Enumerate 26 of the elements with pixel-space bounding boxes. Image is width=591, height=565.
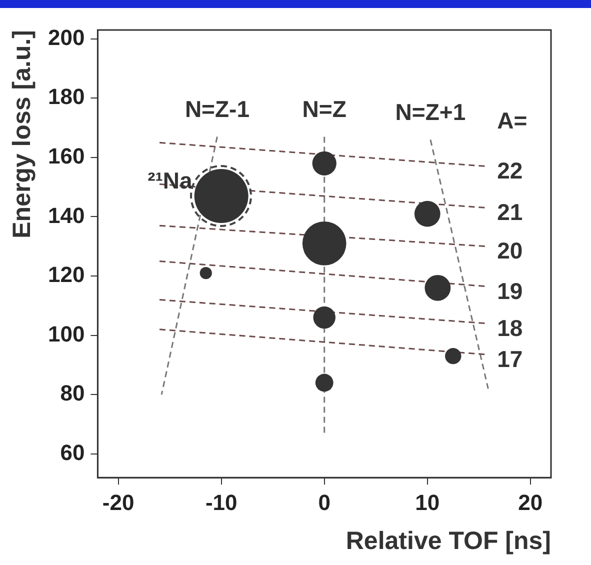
x-axis-title: Relative TOF [ns] xyxy=(346,526,551,555)
annotation: N=Z-1 xyxy=(184,96,250,122)
annotation: N=Z+1 xyxy=(395,99,466,126)
y-tick-label: 160 xyxy=(48,144,85,169)
annotation: 19 xyxy=(497,278,523,304)
annotation: ²¹Na xyxy=(148,167,193,194)
x-tick-label: 10 xyxy=(415,490,440,515)
x-tick-label: 0 xyxy=(318,490,330,515)
annotation: 18 xyxy=(497,314,523,341)
x-tick-label: 20 xyxy=(518,490,543,515)
y-tick-label: 100 xyxy=(48,321,85,346)
y-tick-label: 60 xyxy=(60,440,85,465)
annotation: N=Z xyxy=(302,96,346,122)
x-tick-label: -20 xyxy=(102,490,134,515)
annotation: 21 xyxy=(497,199,523,226)
y-tick-label: 180 xyxy=(48,84,85,110)
annotation: A= xyxy=(497,108,528,134)
annotation: 20 xyxy=(497,238,523,264)
annotation: 22 xyxy=(497,158,523,184)
y-tick-label: 200 xyxy=(48,24,85,50)
y-tick-label: 80 xyxy=(60,380,85,406)
annotation: 17 xyxy=(497,346,523,372)
y-axis-title: Energy loss [a.u.] xyxy=(8,30,36,238)
y-tick-label: 140 xyxy=(48,202,85,228)
y-tick-label: 120 xyxy=(48,262,85,288)
x-tick-label: -10 xyxy=(205,490,238,515)
